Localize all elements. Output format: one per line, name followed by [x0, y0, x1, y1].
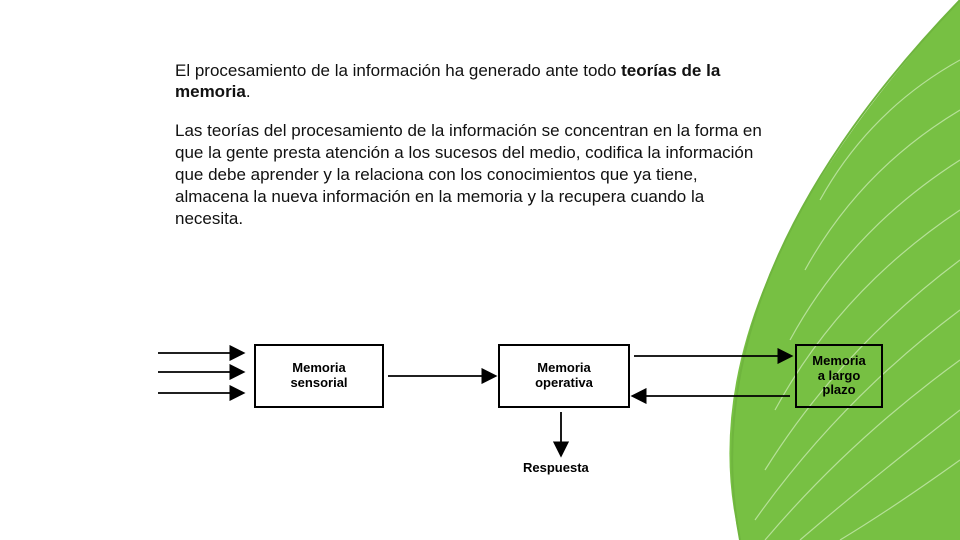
box-memoria-largo-plazo: Memoria a largo plazo: [795, 344, 883, 408]
para1-pre: El procesamiento de la información ha ge…: [175, 61, 621, 80]
box-largo-line2: a largo: [812, 369, 865, 384]
box-oper-line2: operativa: [535, 376, 593, 391]
box-largo-line1: Memoria: [812, 354, 865, 369]
label-respuesta: Respuesta: [523, 460, 589, 475]
slide: El procesamiento de la información ha ge…: [0, 0, 960, 540]
para1-post: .: [246, 82, 251, 101]
box-memoria-sensorial: Memoria sensorial: [254, 344, 384, 408]
box-sens-line2: sensorial: [290, 376, 347, 391]
box-memoria-operativa: Memoria operativa: [498, 344, 630, 408]
box-oper-line1: Memoria: [535, 361, 593, 376]
box-sens-line1: Memoria: [290, 361, 347, 376]
paragraph-2: Las teorías del procesamiento de la info…: [175, 120, 765, 230]
paragraph-1: El procesamiento de la información ha ge…: [175, 60, 765, 103]
box-largo-line3: plazo: [812, 383, 865, 398]
